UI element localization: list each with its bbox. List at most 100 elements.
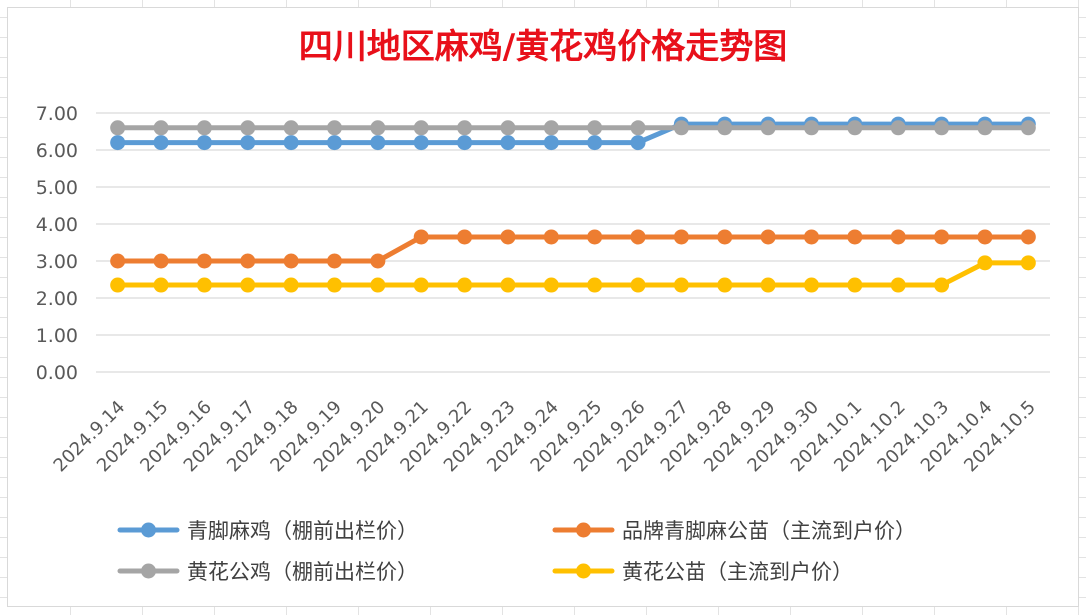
data-point[interactable] <box>370 253 386 269</box>
data-point[interactable] <box>283 253 299 269</box>
data-point[interactable] <box>804 277 819 293</box>
legend-item[interactable]: 品牌青脚麻公苗（主流到户价） <box>552 519 916 543</box>
data-point[interactable] <box>240 120 256 136</box>
data-point[interactable] <box>1020 229 1036 245</box>
data-point[interactable] <box>500 277 516 293</box>
data-point[interactable] <box>847 277 863 293</box>
data-point[interactable] <box>110 253 126 269</box>
data-point[interactable] <box>630 229 646 245</box>
data-point[interactable] <box>327 120 342 136</box>
legend-label: 青脚麻鸡（棚前出栏价） <box>187 519 418 543</box>
data-point[interactable] <box>413 277 429 293</box>
data-point[interactable] <box>717 229 733 245</box>
data-point[interactable] <box>673 120 689 136</box>
data-point[interactable] <box>587 135 603 151</box>
data-point[interactable] <box>934 229 950 245</box>
data-point[interactable] <box>110 135 126 151</box>
series-2 <box>110 120 1036 136</box>
data-point[interactable] <box>934 120 950 136</box>
legend: 青脚麻鸡（棚前出栏价） 品牌青脚麻公苗（主流到户价） 黄花公鸡（棚前出栏价） 黄花公苗… <box>117 519 916 584</box>
series-line <box>115 121 1031 146</box>
data-point[interactable] <box>717 277 733 293</box>
data-point[interactable] <box>847 229 863 245</box>
data-point[interactable] <box>804 229 819 245</box>
data-point[interactable] <box>847 120 863 136</box>
y-tick-label: 4.00 <box>36 214 78 236</box>
data-point[interactable] <box>543 120 559 136</box>
legend-label: 品牌青脚麻公苗（主流到户价） <box>622 519 916 543</box>
y-tick-label: 6.00 <box>36 140 78 162</box>
data-point[interactable] <box>283 135 299 151</box>
chart-title: 四川地区麻鸡/黄花鸡价格走势图 <box>299 27 787 67</box>
series-1 <box>110 229 1036 269</box>
data-point[interactable] <box>500 229 516 245</box>
data-point[interactable] <box>196 120 212 136</box>
data-point[interactable] <box>630 120 646 136</box>
data-point[interactable] <box>630 135 646 151</box>
data-point[interactable] <box>543 277 559 293</box>
data-point[interactable] <box>1020 255 1036 271</box>
data-point[interactable] <box>934 277 950 293</box>
data-point[interactable] <box>500 135 516 151</box>
data-point[interactable] <box>977 229 993 245</box>
data-point[interactable] <box>760 120 776 136</box>
data-point[interactable] <box>413 229 429 245</box>
data-point[interactable] <box>196 277 212 293</box>
data-point[interactable] <box>196 135 212 151</box>
data-point[interactable] <box>370 120 386 136</box>
data-point[interactable] <box>587 229 603 245</box>
data-point[interactable] <box>890 229 906 245</box>
data-point[interactable] <box>110 120 126 136</box>
data-point[interactable] <box>370 135 386 151</box>
data-point[interactable] <box>153 135 169 151</box>
legend-item[interactable]: 青脚麻鸡（棚前出栏价） <box>117 519 418 543</box>
data-point[interactable] <box>413 120 429 136</box>
data-point[interactable] <box>240 135 256 151</box>
data-point[interactable] <box>457 277 473 293</box>
data-point[interactable] <box>153 277 169 293</box>
data-point[interactable] <box>283 120 299 136</box>
data-point[interactable] <box>327 135 342 151</box>
series-line <box>115 260 1031 288</box>
data-point[interactable] <box>977 120 993 136</box>
data-point[interactable] <box>327 253 342 269</box>
data-point[interactable] <box>457 135 473 151</box>
data-point[interactable] <box>977 255 993 271</box>
legend-item[interactable]: 黄花公苗（主流到户价） <box>552 560 853 584</box>
data-point[interactable] <box>153 120 169 136</box>
data-point[interactable] <box>240 253 256 269</box>
data-point[interactable] <box>630 277 646 293</box>
data-point[interactable] <box>587 277 603 293</box>
data-point[interactable] <box>196 253 212 269</box>
data-point[interactable] <box>1020 120 1036 136</box>
data-point[interactable] <box>673 277 689 293</box>
data-point[interactable] <box>890 277 906 293</box>
data-point[interactable] <box>673 229 689 245</box>
data-point[interactable] <box>500 120 516 136</box>
legend-swatch-marker <box>141 522 156 538</box>
data-point[interactable] <box>457 229 473 245</box>
chart-frame[interactable] <box>7 7 1079 607</box>
data-point[interactable] <box>890 120 906 136</box>
data-point[interactable] <box>587 120 603 136</box>
data-point[interactable] <box>110 277 126 293</box>
y-tick-label: 3.00 <box>36 251 78 273</box>
data-point[interactable] <box>804 120 819 136</box>
y-tick-label: 5.00 <box>36 177 78 199</box>
series-3 <box>110 255 1036 293</box>
data-point[interactable] <box>543 135 559 151</box>
legend-item[interactable]: 黄花公鸡（棚前出栏价） <box>117 560 418 584</box>
data-point[interactable] <box>153 253 169 269</box>
legend-swatch-marker <box>576 522 591 538</box>
data-point[interactable] <box>543 229 559 245</box>
data-point[interactable] <box>283 277 299 293</box>
data-point[interactable] <box>457 120 473 136</box>
y-tick-label: 2.00 <box>36 288 78 310</box>
data-point[interactable] <box>240 277 256 293</box>
data-point[interactable] <box>370 277 386 293</box>
data-point[interactable] <box>327 277 342 293</box>
data-point[interactable] <box>717 120 733 136</box>
data-point[interactable] <box>413 135 429 151</box>
data-point[interactable] <box>760 229 776 245</box>
data-point[interactable] <box>760 277 776 293</box>
